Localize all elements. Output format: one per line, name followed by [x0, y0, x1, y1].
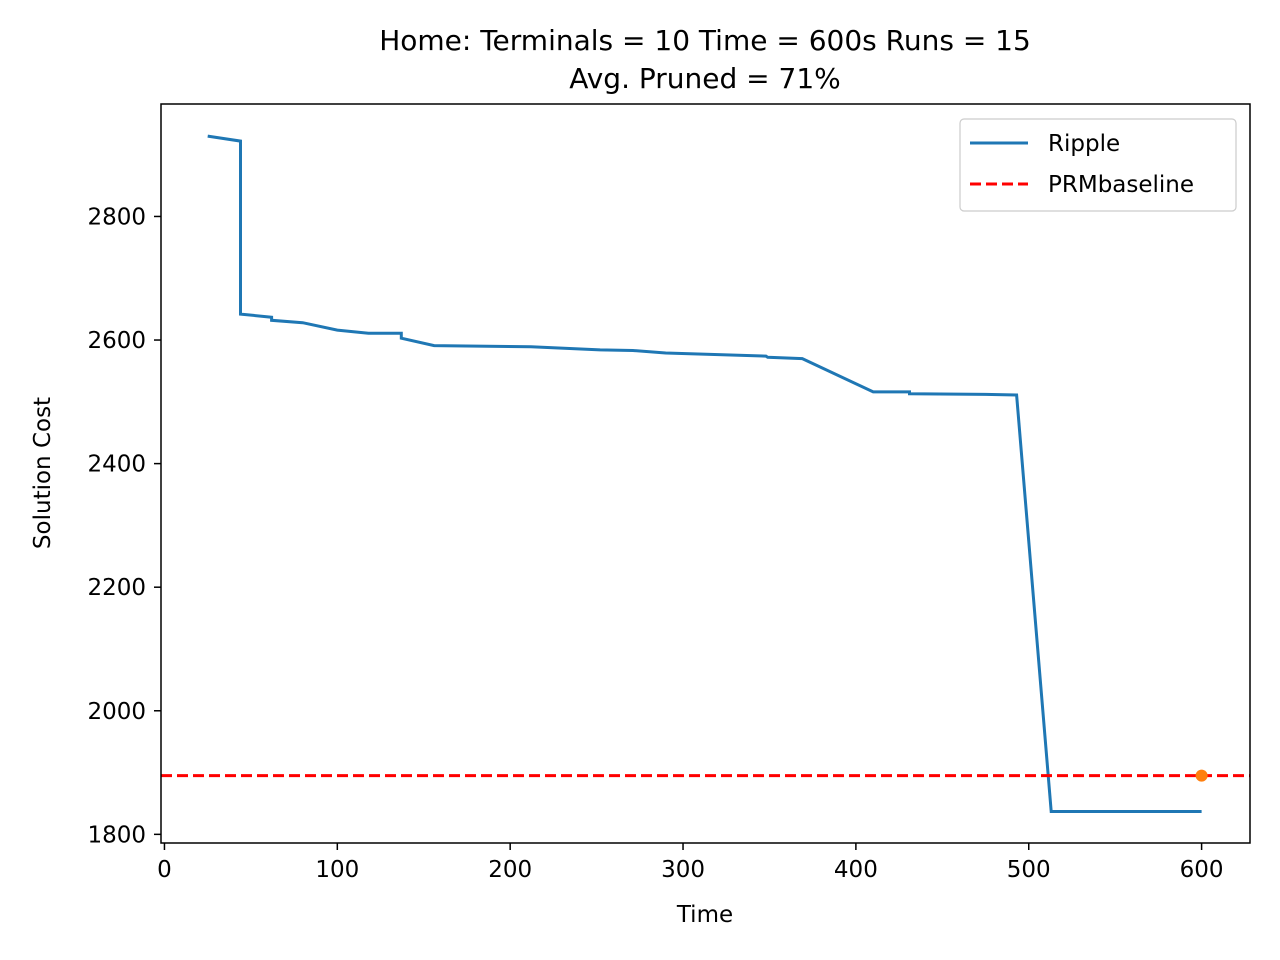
- y-tick-label: 2000: [87, 699, 146, 725]
- legend-label-prmbaseline: PRMbaseline: [1048, 172, 1194, 198]
- data-point-marker-0: [1195, 769, 1208, 782]
- x-tick-label: 0: [157, 857, 172, 883]
- plot-area-frame: [160, 103, 1251, 844]
- series-layer: [161, 134, 1250, 813]
- x-tick-label: 200: [488, 857, 532, 883]
- tick-layer: 0 100 200 300 400 500 600 1800 2000 2200 2400 2600 2…: [87, 204, 1223, 883]
- legend-box: [959, 118, 1237, 212]
- x-tick-label: 300: [661, 857, 705, 883]
- y-tick-label: 2800: [87, 204, 146, 230]
- x-axis-label: Time: [676, 902, 733, 928]
- legend: Ripple PRMbaseline: [959, 118, 1237, 212]
- y-tick-label: 1800: [87, 822, 146, 848]
- legend-label-ripple: Ripple: [1048, 131, 1120, 157]
- x-tick-label: 400: [834, 857, 878, 883]
- y-tick-label: 2200: [87, 575, 146, 601]
- x-tick-label: 100: [315, 857, 359, 883]
- series-line-ripple: [207, 134, 1202, 813]
- y-tick-label: 2400: [87, 452, 146, 478]
- x-tick-label: 500: [1007, 857, 1051, 883]
- chart-title-line1: Home: Terminals = 10 Time = 600s Runs = …: [379, 24, 1031, 57]
- y-axis-label: Solution Cost: [30, 397, 56, 549]
- chart-title-line2: Avg. Pruned = 71%: [569, 62, 841, 95]
- x-tick-label: 600: [1180, 857, 1224, 883]
- y-tick-label: 2600: [87, 328, 146, 354]
